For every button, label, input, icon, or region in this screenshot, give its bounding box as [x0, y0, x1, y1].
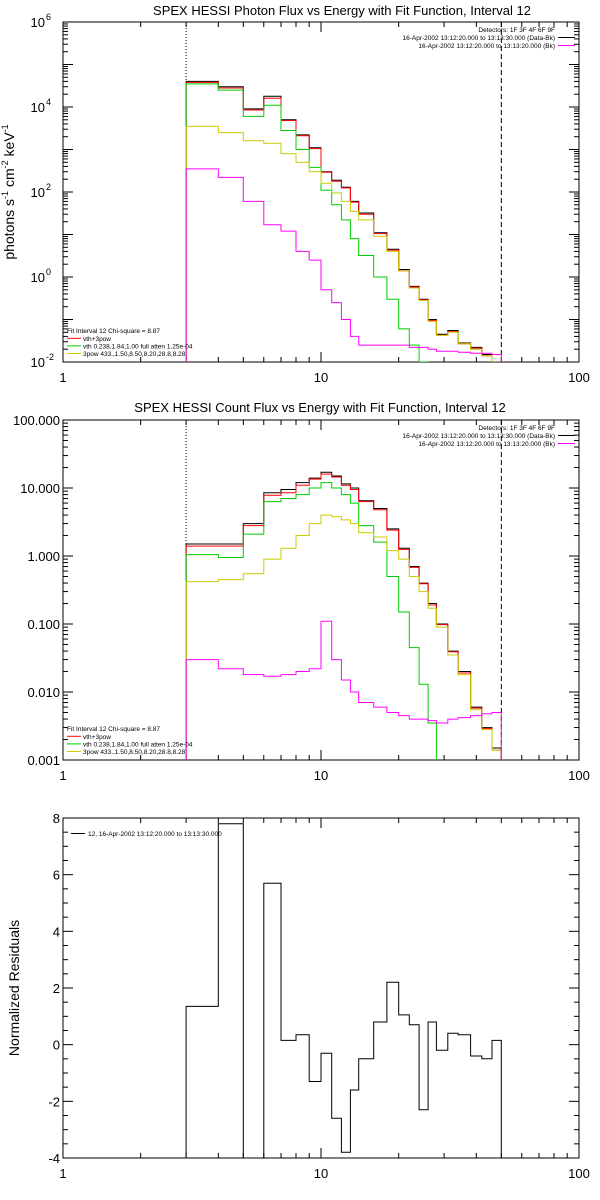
series-group [185, 471, 502, 760]
x-tick-label: 1 [59, 768, 66, 783]
y-tick-label: 100.000 [13, 413, 60, 428]
y-tick-label: 0.001 [27, 753, 60, 768]
y-tick-label: 2 [53, 981, 60, 996]
series-line [185, 823, 502, 1158]
legend-text: 3pow 433.,1.50,8.50,8.20,28.8,8.28 [83, 351, 186, 358]
y-tick-label: 4 [53, 924, 60, 939]
legend-text: 16-Apr-2002 13:12:20.000 to 13:13:20.000… [418, 441, 555, 448]
x-tick-label: 1 [59, 370, 66, 385]
y-tick-label-exponent: 6 [46, 12, 51, 22]
photon-flux-panel: SPEX HESSI Photon Flux vs Energy with Fi… [0, 3, 590, 385]
series-group [185, 823, 502, 1158]
legend-text: Fit Interval 12 Chi-square = 8.87 [67, 726, 160, 733]
series-line [185, 83, 429, 362]
legend-text: 12, 16-Apr-2002 13:12:20.000 to 13:13:30… [88, 831, 222, 838]
y-tick-label: 10 [31, 270, 45, 285]
legend-text: vth+3pow [83, 336, 111, 343]
legend-text: Detectors: 1F 3F 4F 6F 9F [478, 27, 555, 34]
y-tick-label: 0.100 [27, 617, 60, 632]
legend-text: vth 0.238,1.84,1.00 full atten 1.25e-04 [83, 741, 193, 748]
chart-title: SPEX HESSI Photon Flux vs Energy with Fi… [153, 3, 531, 18]
x-tick-label: 1 [59, 1166, 66, 1181]
x-tick-label: 10 [314, 768, 328, 783]
y-tick-label: -2 [48, 1094, 60, 1109]
legend-text: 16-Apr-2002 13:12:20.000 to 13:13:30.000… [403, 433, 556, 440]
residuals-panel: Normalized Residuals 1 10 100 -4 -2 0 2 4 6 8 12, … [6, 811, 590, 1181]
legend-text: Detectors: 1F 3F 4F 6F 9F [478, 425, 555, 432]
legend-text: vth 0.238,1.84,1.00 full atten 1.25e-04 [83, 343, 193, 350]
y-tick-label: 10 [31, 185, 45, 200]
chart-marks: 1 10 100 0.001 0.010 0.100 1.000 10.000 100.000 D… [13, 413, 590, 783]
y-tick-label: 10 [31, 15, 45, 30]
chart-marks: 1 10 100 -4 -2 0 2 4 6 8 12, 16-Apr-2002 13:12:20.… [48, 811, 589, 1181]
legend-text: 16-Apr-2002 13:12:20.000 to 13:13:30.000… [403, 35, 556, 42]
x-tick-label: 10 [314, 370, 328, 385]
series-line [185, 514, 502, 760]
legend-text: 3pow 433.,1.50,8.50,8.20,28.8,8.28 [83, 749, 186, 756]
y-tick-label: 10 [31, 100, 45, 115]
x-tick-label: 100 [568, 768, 590, 783]
series-group [185, 80, 502, 362]
y-axis-label: Normalized Residuals [6, 920, 22, 1056]
chart-title: SPEX HESSI Count Flux vs Energy with Fit… [134, 400, 505, 415]
y-tick-label: 6 [53, 868, 60, 883]
y-tick-label: -4 [48, 1151, 60, 1166]
legend-text: vth+3pow [83, 734, 111, 741]
y-tick-label: 10 [31, 355, 45, 370]
y-tick-label: 0.010 [27, 685, 60, 700]
legend-text: 16-Apr-2002 13:12:20.000 to 13:13:20.000… [418, 43, 555, 50]
y-tick-label-exponent: 2 [46, 182, 51, 192]
series-line [185, 168, 502, 362]
y-tick-label: 8 [53, 811, 60, 826]
count-flux-panel: SPEX HESSI Count Flux vs Energy with Fit… [13, 400, 590, 783]
x-tick-label: 100 [568, 1166, 590, 1181]
y-tick-label-exponent: 4 [46, 97, 51, 107]
legend-text: Fit Interval 12 Chi-square = 8.87 [67, 328, 160, 335]
y-tick-label-exponent: -2 [46, 352, 54, 362]
series-line [185, 125, 502, 362]
y-tick-label: 0 [53, 1038, 60, 1053]
y-axis-label: photons s-1 cm-2 keV-1 [0, 124, 17, 259]
x-tick-label: 10 [314, 1166, 328, 1181]
y-tick-label: 1.000 [27, 549, 60, 564]
y-tick-label-exponent: 0 [46, 267, 51, 277]
series-line [185, 620, 502, 760]
x-tick-label: 100 [568, 370, 590, 385]
y-tick-label: 10.000 [20, 481, 60, 496]
